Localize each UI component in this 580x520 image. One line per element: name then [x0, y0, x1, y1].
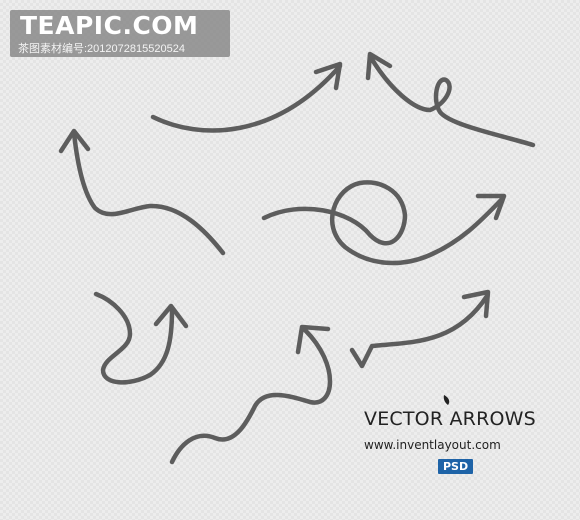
watermark-subtitle: 茶图素材编号:20120728155205​24 — [18, 43, 185, 55]
arrow-icon — [150, 61, 343, 133]
psd-badge: PSD — [438, 459, 474, 474]
arrow-icon — [169, 324, 333, 465]
product-title: VECTOR ARROWS — [364, 408, 536, 430]
arrow-icon — [93, 291, 189, 385]
leaf-icon — [443, 395, 450, 405]
watermark-banner: TEAPIC.COM 茶图素材编号:20120728155205​24 — [10, 10, 230, 57]
watermark-title: TEAPIC.COM — [20, 11, 199, 40]
arrow-icon — [261, 180, 507, 266]
website-link[interactable]: www.inventlayout.com — [364, 438, 501, 452]
arrow-icon — [365, 51, 536, 148]
arrow-icon — [58, 128, 226, 256]
arrow-icon — [349, 289, 491, 369]
